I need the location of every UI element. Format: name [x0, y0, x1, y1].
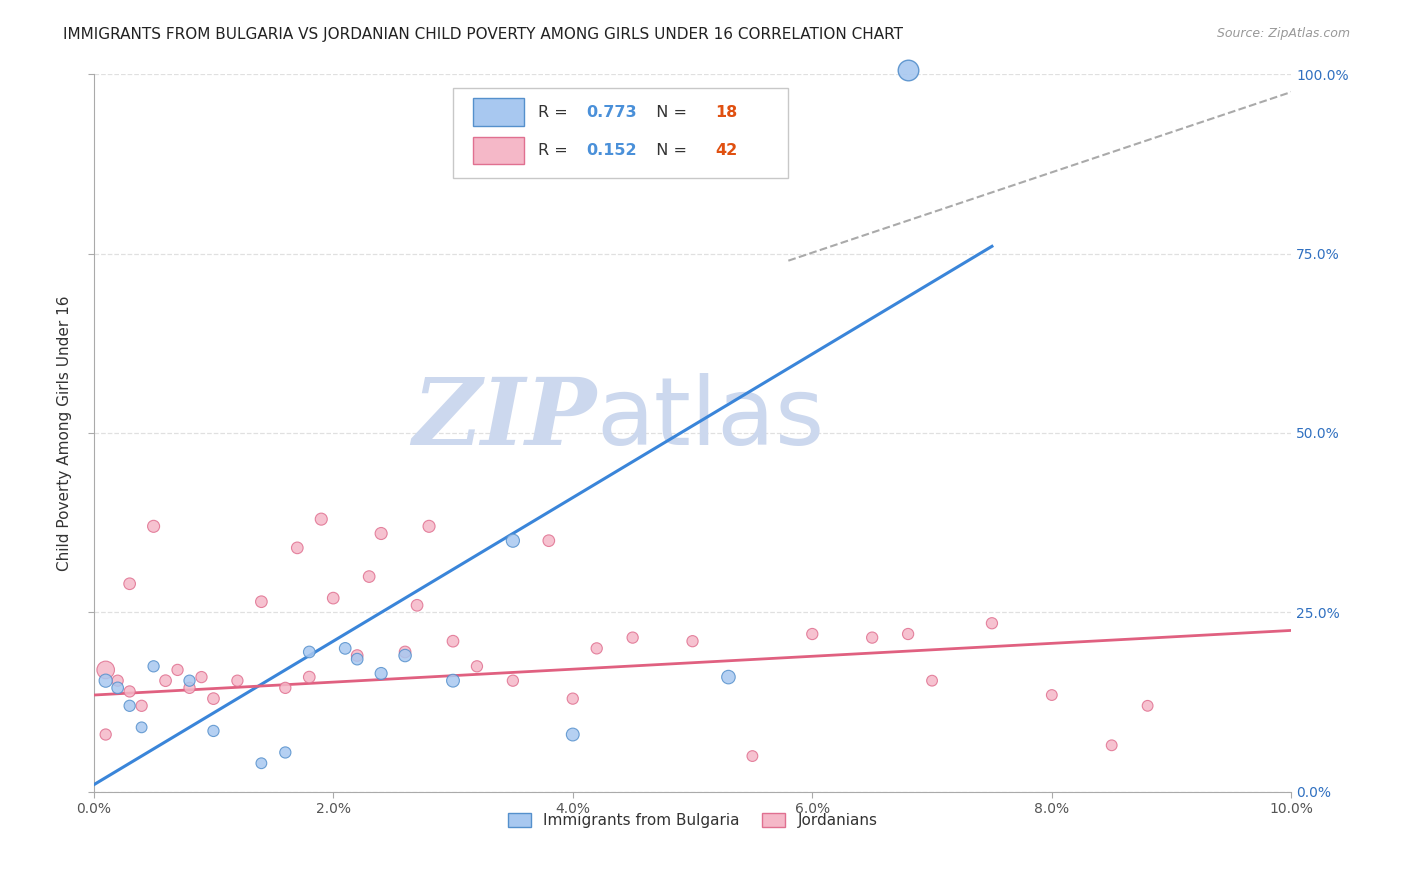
Point	[274, 681, 297, 695]
Point	[801, 627, 824, 641]
Point	[335, 641, 357, 656]
Point	[298, 645, 321, 659]
Point	[921, 673, 943, 688]
Text: 0.152: 0.152	[586, 144, 637, 159]
Text: atlas: atlas	[596, 373, 825, 465]
Point	[394, 648, 416, 663]
Point	[94, 673, 117, 688]
Point	[118, 684, 141, 698]
Point	[897, 63, 920, 78]
Point	[502, 673, 524, 688]
Point	[107, 673, 129, 688]
Point	[166, 663, 188, 677]
Point	[465, 659, 488, 673]
Point	[179, 673, 201, 688]
Point	[1101, 739, 1123, 753]
Point	[537, 533, 560, 548]
Point	[860, 631, 883, 645]
FancyBboxPatch shape	[474, 137, 523, 164]
Text: 18: 18	[716, 104, 738, 120]
Point	[370, 526, 392, 541]
Point	[418, 519, 440, 533]
Text: Source: ZipAtlas.com: Source: ZipAtlas.com	[1216, 27, 1350, 40]
Point	[285, 541, 308, 555]
Text: N =: N =	[645, 104, 692, 120]
Point	[94, 663, 117, 677]
Point	[585, 641, 607, 656]
Point	[346, 652, 368, 666]
Point	[441, 673, 464, 688]
Point	[118, 698, 141, 713]
Point	[897, 627, 920, 641]
Point	[980, 616, 1002, 631]
Text: R =: R =	[538, 104, 572, 120]
Point	[118, 576, 141, 591]
Point	[1136, 698, 1159, 713]
Point	[202, 723, 225, 738]
Point	[179, 681, 201, 695]
Point	[1040, 688, 1063, 702]
Point	[226, 673, 249, 688]
Point	[107, 681, 129, 695]
Point	[502, 533, 524, 548]
Point	[131, 720, 153, 734]
Point	[621, 631, 644, 645]
Point	[406, 599, 429, 613]
Y-axis label: Child Poverty Among Girls Under 16: Child Poverty Among Girls Under 16	[58, 295, 72, 571]
Point	[682, 634, 704, 648]
Point	[359, 569, 381, 583]
FancyBboxPatch shape	[453, 88, 789, 178]
Point	[250, 595, 273, 609]
Point	[202, 691, 225, 706]
Text: ZIP: ZIP	[412, 374, 596, 464]
Point	[298, 670, 321, 684]
Text: N =: N =	[645, 144, 692, 159]
Point	[561, 727, 583, 741]
Point	[155, 673, 177, 688]
Point	[94, 727, 117, 741]
Point	[190, 670, 212, 684]
Point	[142, 659, 165, 673]
Point	[322, 591, 344, 606]
Point	[250, 756, 273, 771]
Point	[274, 746, 297, 760]
Point	[142, 519, 165, 533]
Point	[717, 670, 740, 684]
Text: 0.773: 0.773	[586, 104, 637, 120]
Point	[309, 512, 332, 526]
Text: IMMIGRANTS FROM BULGARIA VS JORDANIAN CHILD POVERTY AMONG GIRLS UNDER 16 CORRELA: IMMIGRANTS FROM BULGARIA VS JORDANIAN CH…	[63, 27, 903, 42]
Point	[394, 645, 416, 659]
Point	[441, 634, 464, 648]
FancyBboxPatch shape	[474, 98, 523, 126]
Text: 42: 42	[716, 144, 738, 159]
Point	[370, 666, 392, 681]
Point	[741, 749, 763, 764]
Point	[561, 691, 583, 706]
Point	[131, 698, 153, 713]
Text: R =: R =	[538, 144, 572, 159]
Legend: Immigrants from Bulgaria, Jordanians: Immigrants from Bulgaria, Jordanians	[502, 807, 883, 835]
Point	[346, 648, 368, 663]
